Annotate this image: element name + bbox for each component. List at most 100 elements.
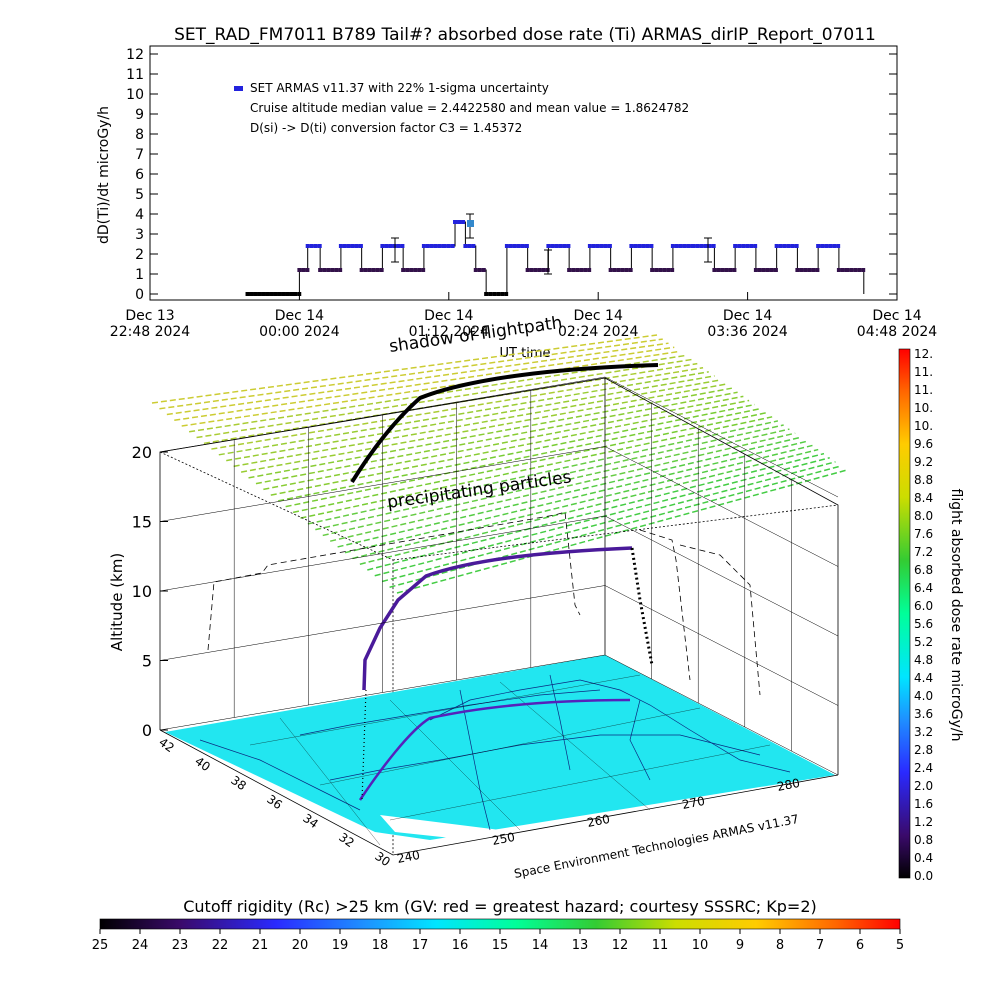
top-series-point	[273, 292, 278, 296]
top-series-point	[790, 244, 795, 248]
precip-grid-line	[196, 358, 692, 439]
precip-grid-line	[315, 424, 784, 531]
top-series-point	[245, 292, 250, 296]
top-series-point	[703, 244, 708, 248]
right-colorbar-tick-label: 3.6	[914, 707, 933, 721]
top-series-point	[741, 244, 746, 248]
right-colorbar-tick-label: 10.	[914, 401, 933, 415]
top-series-point	[629, 244, 634, 248]
right-colorbar-tick-label: 2.8	[914, 743, 933, 757]
top-series-point	[261, 292, 266, 296]
top-series-point	[562, 244, 567, 248]
top-series-point	[571, 268, 576, 272]
top-series-point	[608, 268, 613, 272]
top-series-point	[579, 268, 584, 272]
lat-tick-label: 32	[336, 830, 357, 850]
top-series-point	[529, 268, 534, 272]
top-series-point	[849, 268, 854, 272]
top-series-point	[666, 268, 671, 272]
top-series-point	[799, 268, 804, 272]
top-series-point	[342, 244, 347, 248]
precip-grid-line	[211, 366, 704, 450]
top-series-point	[691, 244, 696, 248]
top-series-point	[641, 244, 646, 248]
top-series-point	[429, 244, 434, 248]
right-colorbar-label: flight absorbed dose rate microGy/h	[948, 489, 964, 742]
top-series-point	[607, 244, 612, 248]
top-series-point	[686, 244, 691, 248]
legend-series-label: SET ARMAS v11.37 with 22% 1-sigma uncert…	[250, 81, 549, 95]
top-series-point	[633, 244, 638, 248]
top-series-point	[384, 244, 389, 248]
top-series-point	[654, 268, 659, 272]
top-series-point	[737, 244, 742, 248]
legend-marker	[234, 86, 243, 91]
top-series-point	[724, 268, 729, 272]
bottom-colorbar-tick-label: 11	[652, 938, 669, 953]
top-x-tick-label-day: Dec 14	[723, 308, 772, 324]
top-series-point	[425, 244, 430, 248]
top-series-point	[318, 268, 323, 272]
right-colorbar-tick-label: 6.8	[914, 563, 933, 577]
right-colorbar-tick-label: 0.4	[914, 851, 933, 865]
top-series-point	[477, 268, 482, 272]
top-series-point	[359, 268, 364, 272]
precip-grid-line	[359, 448, 819, 565]
top-x-tick-label-time: 03:36 2024	[707, 324, 788, 340]
top-series-point	[749, 244, 754, 248]
top-series-point	[400, 244, 405, 248]
bottom-colorbar-tick-label: 15	[492, 938, 509, 953]
lon-tick-label: 250	[491, 830, 516, 848]
top-series-point	[670, 268, 675, 272]
top-series-point	[358, 244, 363, 248]
top-series-point	[380, 244, 385, 248]
top-x-tick-label-day: Dec 14	[424, 308, 473, 324]
top-series-point	[595, 244, 600, 248]
z-tick-label: 0	[142, 721, 152, 740]
top-series-point	[289, 292, 294, 296]
top-series-point	[658, 268, 663, 272]
z-grid-line	[159, 515, 606, 592]
top-series-point	[811, 268, 816, 272]
top-series-point	[745, 244, 750, 248]
map-borders	[199, 674, 791, 831]
top-series-line	[247, 221, 865, 295]
precip-grid-line	[381, 461, 836, 583]
top-series-point	[496, 292, 501, 296]
top-series-point	[773, 268, 778, 272]
top-x-tick-label-time: 22:48 2024	[110, 324, 191, 340]
right-colorbar-tick-label: 5.6	[914, 617, 933, 631]
top-x-tick-label-time: 04:48 2024	[857, 324, 938, 340]
right-colorbar-tick-label: 5.2	[914, 635, 933, 649]
top-series-point	[537, 268, 542, 272]
precip-grid-line	[218, 371, 709, 456]
top-series-point	[253, 292, 258, 296]
right-colorbar-tick-label: 3.2	[914, 725, 933, 739]
lat-tick-label: 30	[372, 849, 393, 869]
top-x-tick-label-day: Dec 13	[125, 308, 174, 324]
lon-tick-label: 280	[776, 776, 801, 794]
top-series-point	[845, 268, 850, 272]
right-colorbar-bar	[898, 348, 911, 879]
top-series-point	[313, 244, 318, 248]
precip-grid-line	[322, 428, 790, 537]
bottom-colorbar-tick-label: 14	[532, 938, 549, 953]
right-colorbar-tick-label: 7.6	[914, 527, 933, 541]
precip-grid-line	[226, 375, 715, 462]
top-series-point	[293, 292, 298, 296]
z-grid-line	[159, 585, 606, 661]
z-axis-label: Altitude (km)	[108, 553, 126, 651]
three-d-panel: shadow of flightpath precipitating parti…	[108, 313, 848, 881]
top-series-point	[728, 268, 733, 272]
lat-tick-label: 42	[156, 735, 177, 755]
top-y-tick-label: 1	[135, 267, 144, 283]
top-series-point	[861, 268, 866, 272]
z-grid-line-side	[604, 515, 839, 637]
top-series-point	[765, 268, 770, 272]
top-series-point	[650, 268, 655, 272]
top-x-tick-label-day: Dec 14	[574, 308, 623, 324]
precip-grid-line	[367, 452, 825, 571]
bottom-colorbar-tick-label: 18	[372, 938, 389, 953]
